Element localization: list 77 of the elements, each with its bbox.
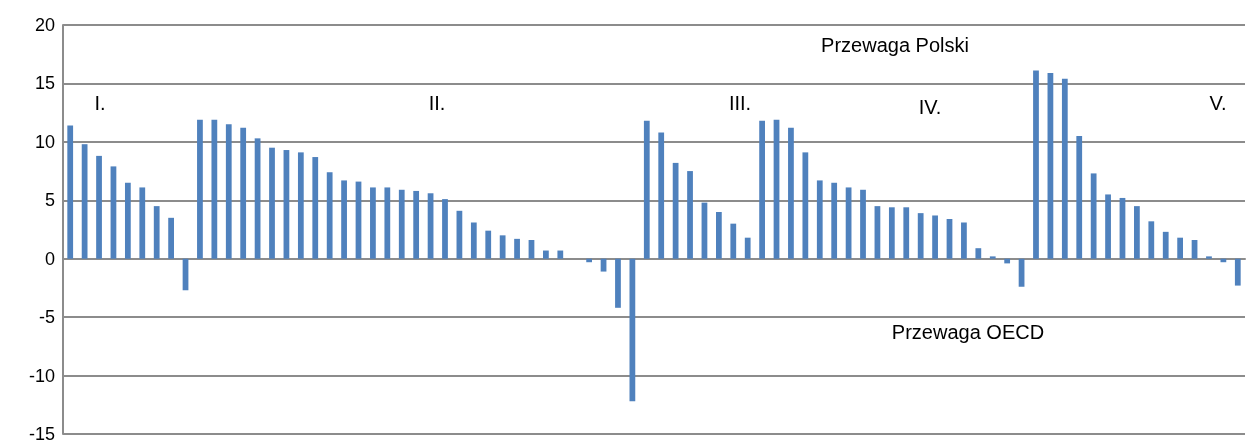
bar bbox=[197, 119, 203, 259]
annotation: V. bbox=[1209, 92, 1227, 114]
bar bbox=[81, 144, 88, 259]
bar bbox=[225, 124, 232, 259]
bar bbox=[1162, 231, 1169, 259]
bar bbox=[802, 152, 809, 259]
y-tick-label: 10 bbox=[34, 131, 55, 152]
y-tick-label: 5 bbox=[44, 190, 55, 211]
bar bbox=[888, 207, 895, 259]
bar bbox=[1061, 78, 1068, 259]
bar bbox=[384, 187, 391, 259]
bar bbox=[816, 180, 823, 259]
bar bbox=[67, 125, 74, 259]
y-tick-label: 20 bbox=[34, 15, 55, 35]
bar bbox=[370, 187, 376, 259]
bar bbox=[326, 172, 333, 259]
bar bbox=[672, 162, 679, 259]
bar bbox=[629, 258, 636, 402]
bar bbox=[961, 222, 967, 259]
bar bbox=[96, 155, 102, 259]
y-tick-label: -5 bbox=[38, 307, 55, 328]
bar bbox=[514, 238, 520, 259]
y-tick-label: -15 bbox=[28, 424, 55, 444]
annotation: II. bbox=[428, 92, 446, 114]
bar bbox=[831, 182, 838, 259]
bar bbox=[1090, 173, 1097, 259]
bar bbox=[1105, 194, 1111, 259]
bar bbox=[1033, 70, 1039, 259]
bar bbox=[1220, 258, 1227, 263]
bar bbox=[615, 258, 621, 308]
annotation: Przewaga OECD bbox=[891, 321, 1045, 343]
bar bbox=[1234, 258, 1241, 286]
bar bbox=[312, 157, 319, 259]
bar bbox=[240, 127, 247, 259]
bar bbox=[860, 189, 866, 259]
y-tick-label: -10 bbox=[28, 365, 55, 386]
bar bbox=[269, 147, 275, 259]
bar bbox=[643, 120, 650, 259]
bar bbox=[470, 222, 477, 259]
bar bbox=[153, 206, 160, 259]
bar bbox=[1134, 206, 1140, 259]
bar bbox=[398, 189, 405, 259]
annotation: III. bbox=[728, 92, 752, 114]
bar bbox=[413, 190, 420, 259]
bar bbox=[658, 132, 665, 259]
bar bbox=[759, 120, 765, 259]
bar bbox=[124, 182, 131, 259]
bar bbox=[687, 171, 693, 259]
bar bbox=[168, 217, 174, 259]
bar bbox=[989, 256, 996, 259]
bar bbox=[1177, 237, 1184, 259]
bar bbox=[788, 127, 794, 259]
bar bbox=[586, 258, 593, 263]
bar bbox=[485, 230, 492, 259]
bar bbox=[932, 215, 938, 259]
bar bbox=[442, 199, 448, 259]
bar bbox=[1148, 221, 1155, 259]
annotation: IV. bbox=[918, 96, 942, 118]
y-tick-label: 0 bbox=[44, 248, 55, 269]
bar bbox=[744, 237, 751, 259]
bar bbox=[557, 250, 564, 259]
annotation: Przewaga Polski bbox=[821, 34, 969, 56]
bar bbox=[1206, 256, 1212, 259]
bar bbox=[211, 119, 218, 259]
bar bbox=[341, 180, 347, 259]
bar bbox=[903, 207, 910, 259]
y-tick-label: 15 bbox=[34, 73, 55, 94]
bar bbox=[730, 223, 737, 259]
bar bbox=[499, 235, 506, 259]
bar bbox=[1076, 136, 1083, 259]
bar bbox=[297, 152, 304, 259]
annotation: I. bbox=[94, 92, 106, 114]
bar bbox=[543, 250, 549, 259]
bar bbox=[139, 187, 146, 259]
bar bbox=[975, 248, 982, 259]
bar bbox=[917, 213, 924, 259]
bar bbox=[715, 211, 722, 259]
